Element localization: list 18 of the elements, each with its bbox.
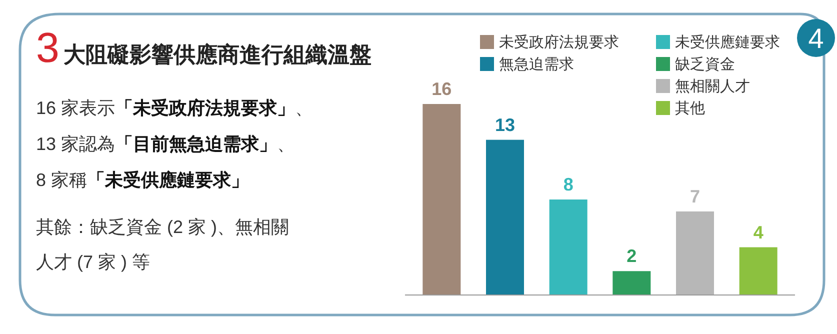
legend-label: 無相關人才 bbox=[675, 78, 750, 95]
text: 4 bbox=[808, 23, 824, 54]
data-label: 2 bbox=[626, 246, 637, 266]
legend-label: 缺乏資金 bbox=[675, 56, 735, 73]
legend-label: 無急迫需求 bbox=[499, 56, 574, 73]
data-label: 13 bbox=[494, 114, 516, 135]
data-label: 16 bbox=[432, 79, 452, 99]
data-label: 4 bbox=[753, 222, 764, 242]
text: 8 家稱「未受供應鏈要求」 bbox=[36, 170, 250, 190]
text: 其餘：缺乏資金 (2 家 )、無相關 bbox=[36, 217, 290, 237]
legend-label: 未受政府法規要求 bbox=[499, 34, 619, 51]
text: 13 家認為「目前無急迫需求」、 bbox=[36, 134, 296, 154]
text: 人才 (7 家 ) 等 bbox=[36, 252, 150, 272]
data-label: 7 bbox=[690, 186, 700, 206]
text: 16 家表示「未受政府法規要求」、 bbox=[36, 98, 314, 118]
data-label: 8 bbox=[563, 174, 574, 194]
legend-label: 未受供應鏈要求 bbox=[675, 34, 780, 51]
legend-label: 其他 bbox=[675, 100, 705, 117]
